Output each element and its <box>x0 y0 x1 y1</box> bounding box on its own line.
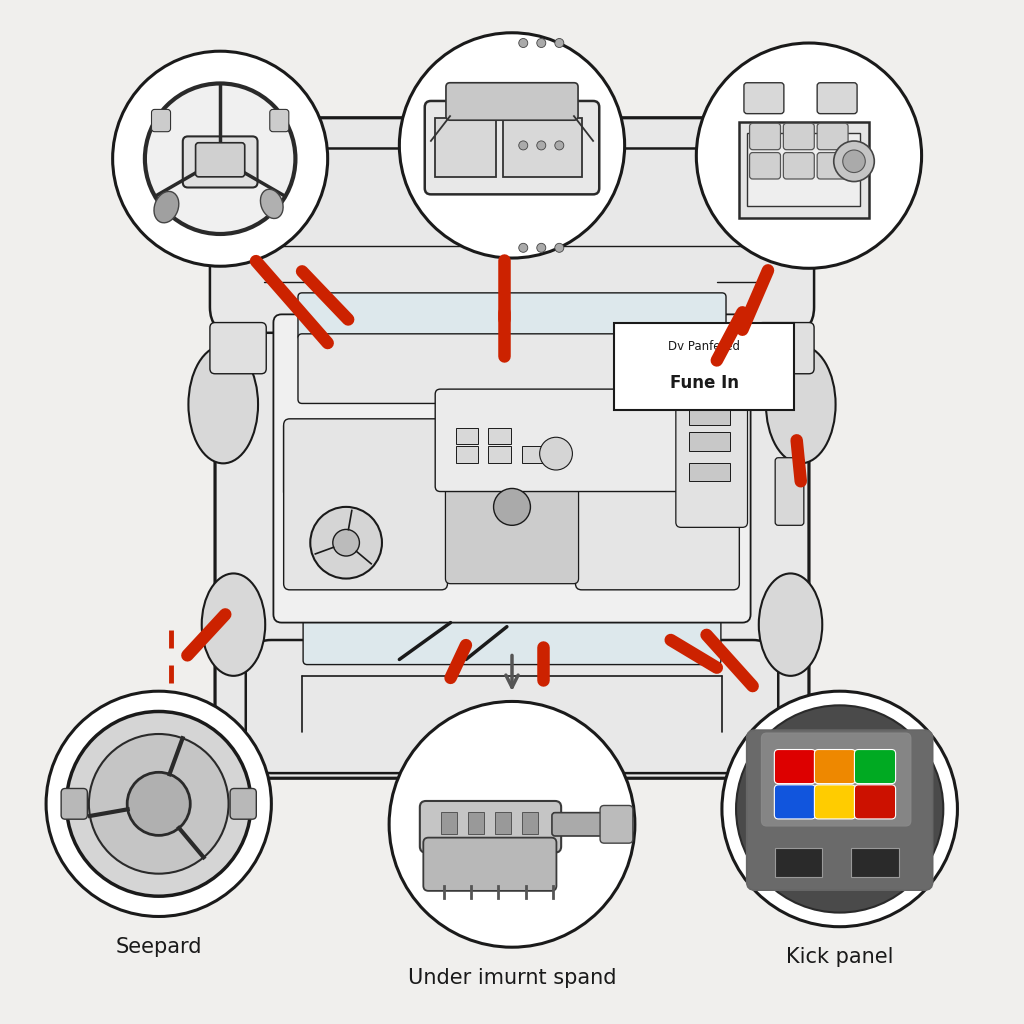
FancyBboxPatch shape <box>425 101 599 195</box>
FancyBboxPatch shape <box>522 446 545 463</box>
FancyBboxPatch shape <box>298 293 726 340</box>
Circle shape <box>696 43 922 268</box>
Circle shape <box>310 507 382 579</box>
FancyBboxPatch shape <box>445 430 579 584</box>
Text: Seepard: Seepard <box>116 937 202 957</box>
Circle shape <box>555 244 564 252</box>
FancyBboxPatch shape <box>456 446 478 463</box>
FancyBboxPatch shape <box>746 730 933 890</box>
FancyBboxPatch shape <box>750 153 780 179</box>
FancyBboxPatch shape <box>435 389 701 492</box>
FancyBboxPatch shape <box>446 83 578 120</box>
Circle shape <box>399 33 625 258</box>
FancyBboxPatch shape <box>435 119 497 177</box>
FancyBboxPatch shape <box>215 118 809 778</box>
Text: Under imurnt spand: Under imurnt spand <box>408 968 616 988</box>
Circle shape <box>519 141 527 150</box>
FancyBboxPatch shape <box>814 784 855 819</box>
Ellipse shape <box>188 346 258 464</box>
Text: Kick panel: Kick panel <box>786 947 893 968</box>
FancyBboxPatch shape <box>739 122 868 218</box>
FancyBboxPatch shape <box>503 119 582 177</box>
FancyBboxPatch shape <box>230 788 256 819</box>
FancyBboxPatch shape <box>783 153 814 179</box>
FancyBboxPatch shape <box>210 148 814 333</box>
Circle shape <box>67 712 251 896</box>
FancyBboxPatch shape <box>575 419 739 590</box>
FancyBboxPatch shape <box>774 784 815 819</box>
Circle shape <box>519 39 527 47</box>
FancyBboxPatch shape <box>456 428 478 444</box>
FancyBboxPatch shape <box>182 136 258 187</box>
FancyBboxPatch shape <box>298 334 726 403</box>
Text: Dv Panfered: Dv Panfered <box>668 340 740 352</box>
FancyBboxPatch shape <box>750 123 780 150</box>
Circle shape <box>145 84 295 234</box>
FancyBboxPatch shape <box>269 110 289 132</box>
Circle shape <box>113 51 328 266</box>
FancyBboxPatch shape <box>762 733 910 825</box>
Ellipse shape <box>202 573 265 676</box>
FancyBboxPatch shape <box>814 750 855 783</box>
Circle shape <box>736 706 943 912</box>
Circle shape <box>722 691 957 927</box>
Ellipse shape <box>766 346 836 464</box>
Circle shape <box>555 141 564 150</box>
FancyBboxPatch shape <box>775 458 804 525</box>
FancyBboxPatch shape <box>851 848 899 878</box>
Circle shape <box>537 141 546 150</box>
Circle shape <box>519 244 527 252</box>
FancyBboxPatch shape <box>495 812 511 835</box>
FancyBboxPatch shape <box>152 110 171 132</box>
Circle shape <box>537 39 546 47</box>
FancyBboxPatch shape <box>817 153 848 179</box>
FancyBboxPatch shape <box>303 617 721 665</box>
FancyBboxPatch shape <box>689 432 730 451</box>
FancyBboxPatch shape <box>488 428 511 444</box>
Circle shape <box>834 141 874 181</box>
Text: Fune In: Fune In <box>670 375 738 392</box>
FancyBboxPatch shape <box>676 384 748 527</box>
Circle shape <box>537 244 546 252</box>
FancyBboxPatch shape <box>210 323 266 374</box>
FancyBboxPatch shape <box>246 640 778 773</box>
Circle shape <box>333 529 359 556</box>
FancyBboxPatch shape <box>273 314 751 623</box>
Circle shape <box>843 150 865 172</box>
FancyBboxPatch shape <box>614 323 794 410</box>
FancyBboxPatch shape <box>61 788 87 819</box>
FancyBboxPatch shape <box>522 812 538 835</box>
FancyBboxPatch shape <box>420 801 561 853</box>
Circle shape <box>494 488 530 525</box>
FancyBboxPatch shape <box>423 838 556 891</box>
Ellipse shape <box>759 573 822 676</box>
FancyBboxPatch shape <box>689 407 730 425</box>
FancyBboxPatch shape <box>775 848 822 878</box>
FancyBboxPatch shape <box>284 419 447 590</box>
FancyBboxPatch shape <box>817 83 857 114</box>
FancyBboxPatch shape <box>748 133 860 207</box>
FancyBboxPatch shape <box>743 83 784 114</box>
Circle shape <box>540 437 572 470</box>
FancyBboxPatch shape <box>468 812 483 835</box>
FancyBboxPatch shape <box>854 750 896 783</box>
FancyBboxPatch shape <box>689 463 730 481</box>
FancyBboxPatch shape <box>758 323 814 374</box>
Circle shape <box>46 691 271 916</box>
FancyBboxPatch shape <box>817 123 848 150</box>
Circle shape <box>389 701 635 947</box>
FancyBboxPatch shape <box>600 806 633 843</box>
Ellipse shape <box>154 191 179 223</box>
Circle shape <box>127 772 190 836</box>
FancyBboxPatch shape <box>552 813 620 836</box>
Circle shape <box>555 39 564 47</box>
FancyBboxPatch shape <box>196 142 245 177</box>
FancyBboxPatch shape <box>488 446 511 463</box>
FancyBboxPatch shape <box>440 812 457 835</box>
Circle shape <box>89 734 228 873</box>
Ellipse shape <box>260 189 283 218</box>
FancyBboxPatch shape <box>783 123 814 150</box>
FancyBboxPatch shape <box>854 784 896 819</box>
FancyBboxPatch shape <box>774 750 815 783</box>
